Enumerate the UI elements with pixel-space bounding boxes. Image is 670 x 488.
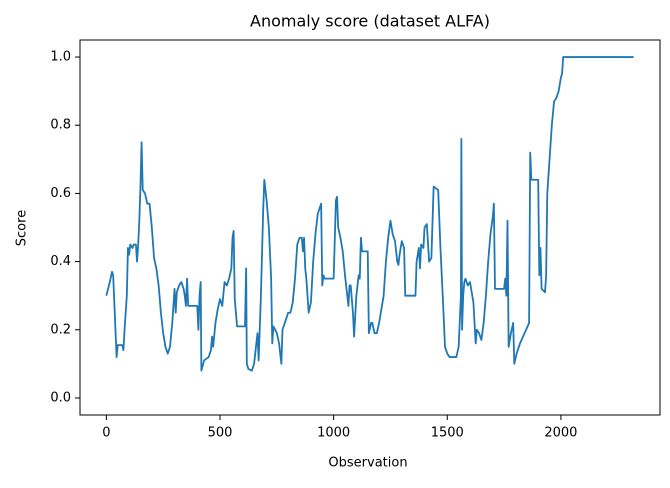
y-tick-label: 0.6 (50, 186, 71, 201)
x-tick-label: 1000 (317, 426, 350, 441)
x-axis-label: Observation (328, 456, 407, 471)
x-tick-label: 1500 (431, 426, 464, 441)
axes-frame (79, 39, 661, 416)
y-tick-label: 0.4 (50, 254, 71, 269)
line (105, 56, 634, 372)
y-tick-label: 1.0 (50, 50, 71, 65)
y-axis-label: Score (15, 210, 30, 246)
x-tick-label: 2000 (544, 426, 577, 441)
y-tick-label: 0.2 (50, 322, 71, 337)
y-tick-label: 0.8 (50, 118, 71, 133)
chart-title: Anomaly score (dataset ALFA) (250, 12, 490, 31)
x-tick-label: 0 (102, 426, 110, 441)
x-tick-label: 500 (208, 426, 233, 441)
y-tick-label: 0.0 (50, 390, 71, 405)
